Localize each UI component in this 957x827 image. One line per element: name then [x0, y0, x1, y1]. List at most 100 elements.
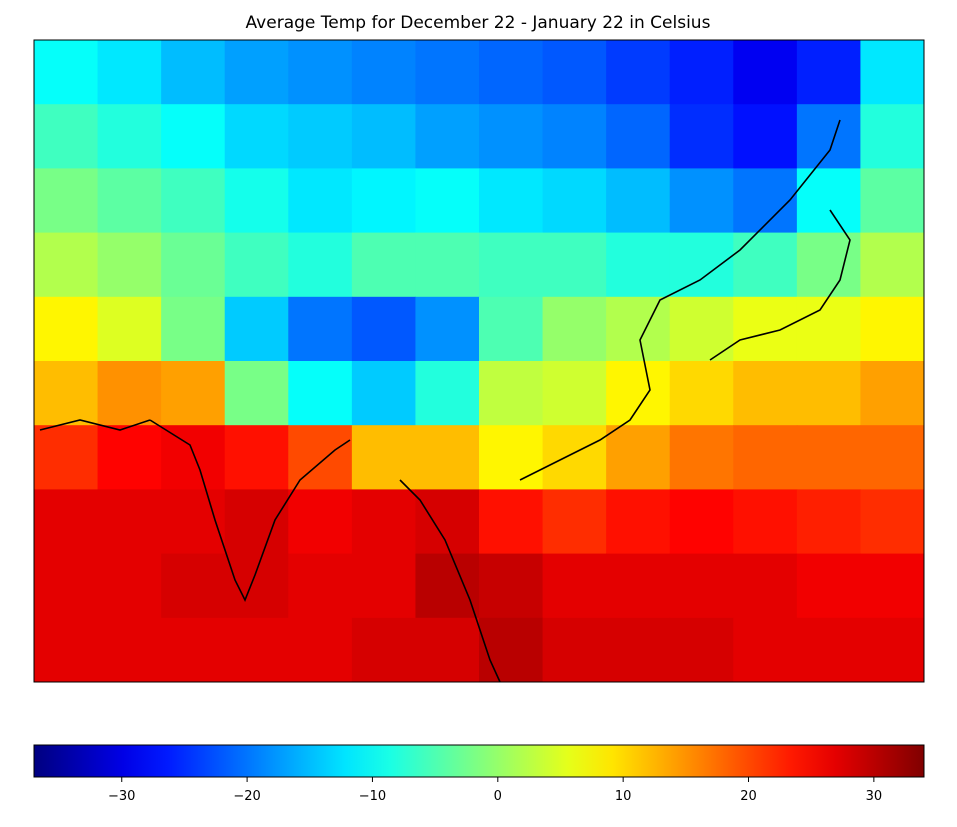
heat-cell: [796, 361, 861, 426]
coastline: [39, 419, 151, 431]
heat-cell: [796, 104, 861, 169]
heat-cell: [97, 489, 162, 555]
heat-cell: [479, 168, 544, 234]
heat-cell: [351, 168, 416, 234]
heat-cell: [733, 425, 798, 490]
heat-cell: [224, 104, 289, 169]
heat-cell: [97, 168, 162, 234]
heat-cell: [542, 425, 607, 490]
heat-cell: [606, 617, 671, 682]
heat-cell: [288, 489, 353, 555]
colorbar: [33, 744, 925, 778]
heat-cell: [542, 296, 607, 362]
heat-cell: [606, 425, 671, 490]
heat-cell: [351, 489, 416, 555]
heat-cell: [860, 168, 924, 234]
heat-cell: [288, 617, 353, 682]
heat-cell: [542, 553, 607, 619]
heat-cell: [224, 232, 289, 298]
heat-cell: [97, 296, 162, 362]
heat-cell: [796, 617, 861, 682]
heat-cell: [224, 553, 289, 619]
heat-cell: [606, 489, 671, 555]
heat-cell: [224, 40, 289, 105]
heat-cell: [479, 553, 544, 619]
heat-cell: [733, 489, 798, 555]
heat-cell: [860, 361, 924, 426]
heat-cell: [34, 296, 99, 362]
heat-cell: [796, 40, 861, 105]
heat-cell: [34, 104, 99, 169]
heat-cell: [860, 489, 924, 555]
heat-cell: [415, 232, 480, 298]
heat-cell: [796, 232, 861, 298]
heat-cell: [288, 104, 353, 169]
heat-cell: [669, 425, 734, 490]
heat-cell: [161, 296, 226, 362]
heat-cell: [34, 553, 99, 619]
heat-cell: [606, 40, 671, 105]
heat-cell: [224, 489, 289, 555]
heat-cell: [415, 617, 480, 682]
chart-title: Average Temp for December 22 - January 2…: [246, 13, 711, 33]
heat-cell: [796, 296, 861, 362]
heat-cell: [733, 553, 798, 619]
heat-cell: [796, 168, 861, 234]
heat-cell: [860, 104, 924, 169]
heat-cell: [669, 40, 734, 105]
heat-cell: [860, 232, 924, 298]
heat-cell: [479, 617, 544, 682]
heat-cell: [669, 489, 734, 555]
heat-cell: [669, 361, 734, 426]
heat-cell: [224, 168, 289, 234]
heat-cell: [606, 232, 671, 298]
heat-cell: [542, 104, 607, 169]
heat-cell: [415, 296, 480, 362]
heat-cell: [97, 425, 162, 490]
heat-cell: [733, 617, 798, 682]
colorbar-tick-label: 0: [494, 789, 502, 804]
heat-cell: [34, 361, 99, 426]
heat-cell: [796, 425, 861, 490]
heat-cell: [606, 361, 671, 426]
heat-cell: [161, 617, 226, 682]
heat-cell: [351, 104, 416, 169]
heat-cell: [161, 40, 226, 105]
colorbar-tick-label: −10: [359, 789, 386, 804]
heat-cell: [34, 489, 99, 555]
heat-cell: [606, 296, 671, 362]
colorbar-tick-label: −30: [108, 789, 135, 804]
map-frame: [33, 39, 925, 683]
heat-cell: [34, 232, 99, 298]
heat-cell: [351, 361, 416, 426]
heat-cell: [288, 553, 353, 619]
heat-cell: [224, 617, 289, 682]
heat-cell: [542, 489, 607, 555]
heat-cell: [542, 40, 607, 105]
heat-cell: [860, 296, 924, 362]
heat-cell: [542, 617, 607, 682]
colorbar-tick-label: −20: [233, 789, 260, 804]
heat-cell: [161, 553, 226, 619]
heat-cell: [161, 232, 226, 298]
heat-cell: [733, 168, 798, 234]
coastline: [519, 119, 841, 481]
heat-cell: [97, 553, 162, 619]
heat-cell: [479, 40, 544, 105]
heat-cell: [796, 553, 861, 619]
heatmap: [34, 40, 924, 682]
heat-cell: [733, 296, 798, 362]
heat-cell: [669, 553, 734, 619]
heat-cell: [415, 425, 480, 490]
heat-cell: [351, 425, 416, 490]
heat-cell: [606, 168, 671, 234]
heat-cell: [479, 361, 544, 426]
heat-cell: [34, 168, 99, 234]
heat-cell: [415, 489, 480, 555]
heat-cell: [288, 168, 353, 234]
heat-cell: [415, 553, 480, 619]
heat-cell: [415, 168, 480, 234]
colorbar-axis: −30 −20 −10 0 10 20 30: [108, 777, 882, 804]
heat-cell: [479, 489, 544, 555]
colorbar-tick-label: 10: [615, 789, 632, 804]
